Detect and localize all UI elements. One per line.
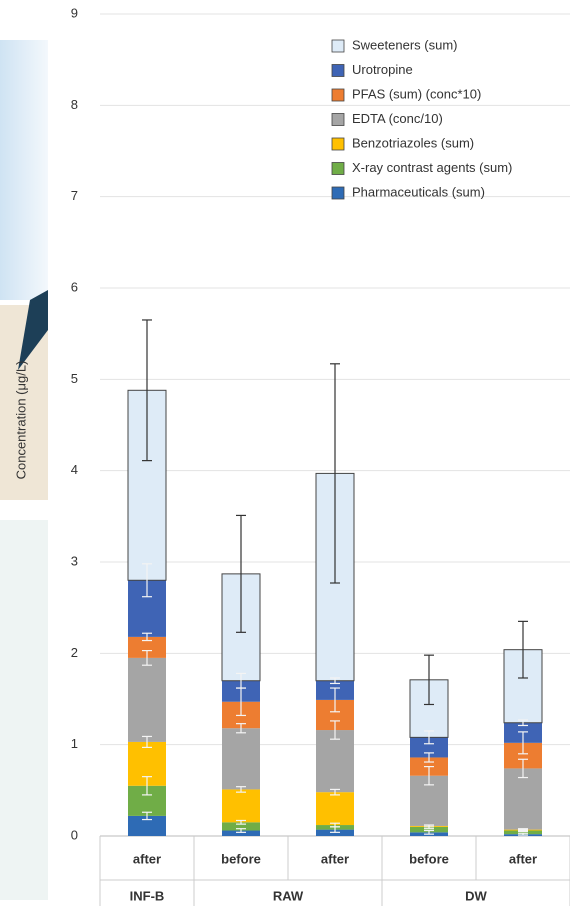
y-tick-label: 4: [71, 462, 78, 477]
legend-label: Pharmaceuticals (sum): [352, 184, 485, 199]
y-tick-label: 8: [71, 97, 78, 112]
group-label: DW: [465, 888, 487, 903]
x-tick-label: before: [221, 851, 261, 866]
legend-swatch: [332, 40, 344, 52]
y-tick-label: 6: [71, 279, 78, 294]
legend-label: EDTA (conc/10): [352, 111, 443, 126]
legend-swatch: [332, 65, 344, 77]
legend-swatch: [332, 89, 344, 101]
bar-segment: [128, 658, 166, 742]
y-axis-label: Concentration (μg/L): [13, 361, 28, 480]
bar-segment: [222, 728, 260, 789]
y-tick-label: 9: [71, 5, 78, 20]
background-decor: [0, 520, 48, 900]
x-tick-label: after: [509, 851, 537, 866]
group-label: RAW: [273, 888, 304, 903]
legend-swatch: [332, 187, 344, 199]
background-decor: [0, 40, 48, 300]
y-tick-label: 3: [71, 553, 78, 568]
y-tick-label: 0: [71, 827, 78, 842]
legend-label: PFAS (sum) (conc*10): [352, 86, 481, 101]
x-tick-label: after: [133, 851, 161, 866]
y-tick-label: 7: [71, 188, 78, 203]
y-tick-label: 5: [71, 371, 78, 386]
y-tick-label: 2: [71, 645, 78, 660]
chart: Concentration (μg/L) 0 1 2 3 4 5 6 7 8 9 after INF-…: [0, 0, 570, 906]
bar-segment: [222, 789, 260, 822]
x-tick-label: after: [321, 851, 349, 866]
legend-label: X-ray contrast agents (sum): [352, 160, 512, 175]
legend-label: Benzotriazoles (sum): [352, 135, 474, 150]
legend-swatch: [332, 138, 344, 150]
legend-swatch: [332, 114, 344, 126]
bar-segment: [316, 792, 354, 825]
legend-label: Urotropine: [352, 62, 413, 77]
y-tick-label: 1: [71, 736, 78, 751]
legend-swatch: [332, 163, 344, 175]
legend-label: Sweeteners (sum): [352, 37, 457, 52]
group-label: INF-B: [130, 888, 165, 903]
x-tick-label: before: [409, 851, 449, 866]
